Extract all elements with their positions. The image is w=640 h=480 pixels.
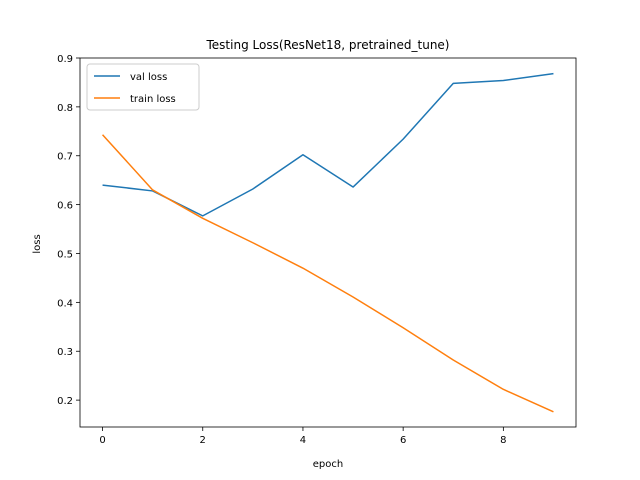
y-tick-label: 0.8 <box>57 103 73 114</box>
x-tick-label: 6 <box>400 435 406 446</box>
y-tick-label: 0.9 <box>57 54 73 65</box>
plot-frame <box>79 57 577 428</box>
legend-label-train-loss: train loss <box>130 94 176 105</box>
y-tick-label: 0.6 <box>57 201 73 212</box>
y-tick-label: 0.7 <box>57 152 73 163</box>
plot-lines <box>101 72 554 413</box>
x-tick-label: 8 <box>500 435 506 446</box>
chart-title: Testing Loss(ResNet18, pretrained_tune) <box>206 38 450 52</box>
x-tick-label: 2 <box>200 435 206 446</box>
legend: val loss train loss <box>86 63 200 111</box>
y-tick-label: 0.4 <box>57 298 73 309</box>
series-line-train-loss <box>101 134 554 413</box>
y-tick-label: 0.3 <box>57 347 73 358</box>
y-tick-label: 0.2 <box>57 396 73 407</box>
y-axis-label: loss <box>32 234 43 253</box>
legend-label-val-loss: val loss <box>130 72 167 83</box>
x-tick-label: 0 <box>99 435 105 446</box>
y-axis-ticks: 0.2 0.3 0.4 0.5 0.6 0.7 0.8 0.9 <box>57 54 80 407</box>
x-axis-label: epoch <box>313 459 343 470</box>
y-tick-label: 0.5 <box>57 249 73 260</box>
x-tick-label: 4 <box>300 435 306 446</box>
x-axis-ticks: 0 2 4 6 8 <box>99 427 507 446</box>
